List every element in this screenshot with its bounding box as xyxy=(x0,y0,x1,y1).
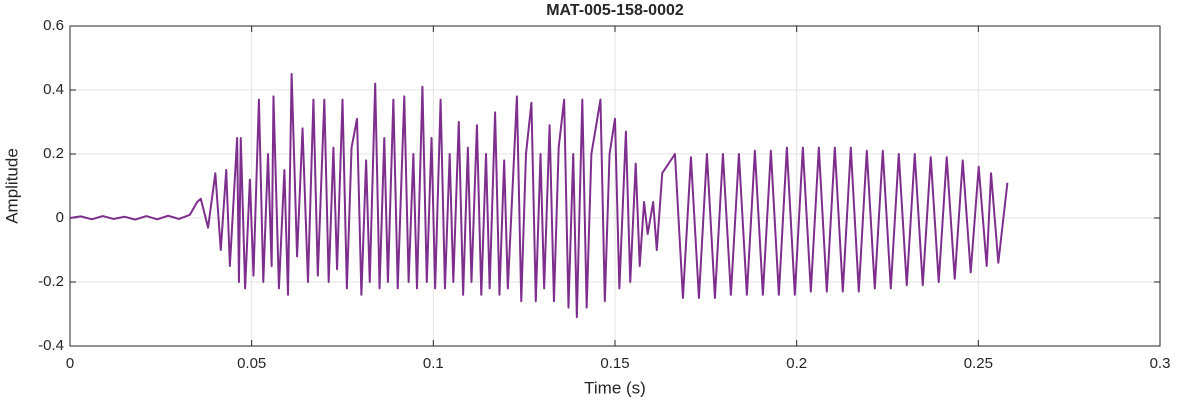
y-tick-label: 0.6 xyxy=(43,17,64,34)
y-tick-label: 0 xyxy=(56,209,64,226)
plot-frame xyxy=(69,25,1161,347)
y-tick-label: 0.4 xyxy=(43,81,64,98)
y-axis-label: Amplitude xyxy=(2,148,21,224)
x-tick-label: 0.3 xyxy=(1150,355,1171,372)
y-tick-label: -0.4 xyxy=(38,337,64,354)
x-tick-label: 0 xyxy=(66,355,74,372)
x-axis-label: Time (s) xyxy=(584,378,646,397)
x-tick-label: 0.05 xyxy=(237,355,266,372)
chart-title: MAT-005-158-0002 xyxy=(546,2,684,19)
x-tick-label: 0.2 xyxy=(786,355,807,372)
line-series xyxy=(69,73,1009,319)
x-tick-label: 0.15 xyxy=(600,355,629,372)
y-tick-label: 0.2 xyxy=(43,145,64,162)
y-tick-label: -0.2 xyxy=(38,273,64,290)
x-tick-label: 0.1 xyxy=(423,355,444,372)
x-tick-label: 0.25 xyxy=(964,355,993,372)
